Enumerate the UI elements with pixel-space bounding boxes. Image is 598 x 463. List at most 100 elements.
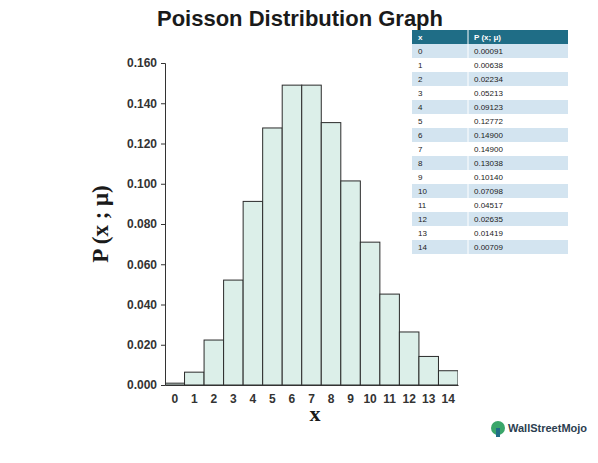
y-tick-mark [161, 63, 165, 64]
y-tick: 0.020 [127, 338, 165, 352]
table-cell-x: 6 [418, 131, 423, 140]
table-row-bg [412, 58, 568, 72]
x-tick: 11 [383, 385, 396, 406]
table-row-bg [412, 156, 568, 170]
table-row-bg [412, 86, 568, 100]
x-tick: 13 [422, 385, 436, 406]
bar [204, 340, 224, 385]
table-cell-x: 11 [418, 201, 427, 210]
x-tick-label: 2 [210, 392, 217, 406]
table-cell-x: 1 [418, 61, 423, 70]
table-cell-value: 0.09123 [474, 103, 503, 112]
y-tick-mark [161, 385, 165, 386]
y-tick: 0.100 [127, 177, 165, 191]
x-tick: 3 [230, 385, 237, 406]
table-cell-value: 0.02635 [474, 215, 503, 224]
x-tick: 0 [171, 385, 178, 406]
y-tick-label: 0.000 [127, 378, 157, 392]
y-tick-label: 0.120 [127, 137, 157, 151]
table-cell-value: 0.12772 [474, 117, 503, 126]
bar [341, 181, 361, 385]
x-tick: 12 [402, 385, 416, 406]
chart-title: Poisson Distribution Graph [157, 6, 443, 31]
y-tick-mark [161, 144, 165, 145]
y-tick-label: 0.040 [127, 298, 157, 312]
background [0, 0, 598, 463]
table-cell-x: 5 [418, 117, 423, 126]
table-cell-x: 12 [418, 215, 427, 224]
logo: WallStreetMojo [491, 421, 587, 437]
table-row-bg [412, 170, 568, 184]
table-header-cell: x [418, 33, 423, 42]
bar [224, 280, 244, 385]
y-tick: 0.080 [127, 217, 165, 231]
bar [360, 242, 380, 385]
table-cell-x: 0 [418, 47, 423, 56]
table-cell-value: 0.05213 [474, 89, 503, 98]
bar [321, 123, 341, 385]
logo-text: WallStreetMojo [508, 422, 587, 434]
y-tick-label: 0.100 [127, 177, 157, 191]
y-tick-mark [161, 305, 165, 306]
table-cell-x: 3 [418, 89, 423, 98]
logo-icon-stem [496, 428, 500, 437]
chart-svg: Poisson Distribution Graph 0.000 0.020 0.04… [0, 0, 598, 463]
table-cell-value: 0.14900 [474, 145, 503, 154]
x-tick-label: 10 [363, 392, 377, 406]
table-cell-x: 13 [418, 229, 427, 238]
x-tick: 6 [289, 385, 296, 406]
table-cell-value: 0.14900 [474, 131, 503, 140]
x-tick: 2 [210, 385, 217, 406]
x-tick-label: 14 [442, 392, 456, 406]
y-tick-mark [161, 345, 165, 346]
x-axis-line [166, 385, 459, 386]
table-cell-x: 7 [418, 145, 423, 154]
y-axis: 0.000 0.020 0.040 0.060 0.080 0.100 0.120 0.140… [127, 56, 166, 392]
table-cell-value: 0.02234 [474, 75, 503, 84]
y-tick-label: 0.140 [127, 97, 157, 111]
x-tick: 10 [363, 385, 377, 406]
x-tick-label: 12 [402, 392, 416, 406]
bar [399, 332, 419, 385]
y-tick-mark [161, 264, 165, 265]
x-tick-label: 3 [230, 392, 237, 406]
table-cell-value: 0.04517 [474, 201, 503, 210]
x-tick-label: 6 [289, 392, 296, 406]
table-cell-value: 0.10140 [474, 173, 503, 182]
y-tick: 0.120 [127, 137, 165, 151]
x-tick: 9 [347, 385, 354, 406]
y-tick: 0.000 [127, 378, 165, 392]
x-tick: 4 [250, 385, 257, 406]
table-cell-value: 0.00091 [474, 47, 503, 56]
y-tick: 0.060 [127, 258, 165, 272]
bar [419, 356, 439, 385]
table-row-bg [412, 100, 568, 114]
y-tick-mark [161, 103, 165, 104]
table-row-bg [412, 198, 568, 212]
table-row-bg [412, 128, 568, 142]
table-row-bg [412, 72, 568, 86]
bar [380, 294, 400, 385]
table-cell-x: 10 [418, 187, 427, 196]
x-tick-label: 11 [383, 392, 396, 406]
table-row-bg [412, 212, 568, 226]
y-tick-mark [161, 184, 165, 185]
x-tick: 1 [191, 385, 198, 406]
value-table: xP (x; μ)00.0009110.0063820.0223430.0521… [412, 30, 568, 254]
table-row-bg [412, 44, 568, 58]
table-cell-x: 4 [418, 103, 423, 112]
table-cell-x: 9 [418, 173, 423, 182]
table-header-cell: P (x; μ) [474, 33, 501, 42]
y-tick-mark [161, 224, 165, 225]
bar [438, 371, 458, 385]
x-tick-label: 5 [269, 392, 276, 406]
y-tick-label: 0.060 [127, 258, 157, 272]
bar [185, 372, 205, 385]
bar [165, 383, 185, 385]
table-cell-value: 0.07098 [474, 187, 503, 196]
x-tick-label: 4 [250, 392, 257, 406]
table-cell-x: 14 [418, 243, 427, 252]
table-divider [468, 30, 469, 254]
x-tick: 8 [328, 385, 335, 406]
y-axis-title: P (x ; μ) [88, 185, 113, 263]
